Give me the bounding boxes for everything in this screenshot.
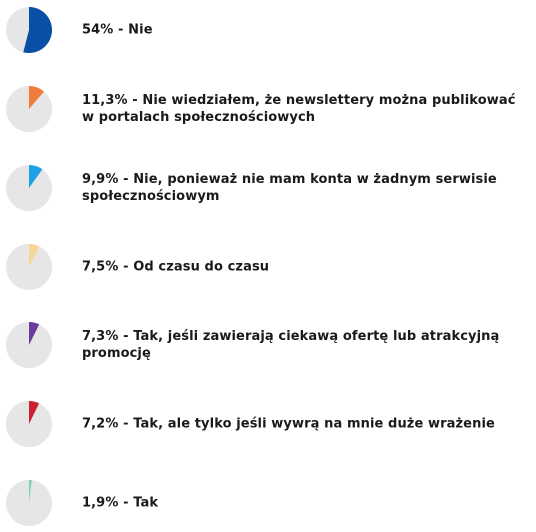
pie-label: 54% - Nie xyxy=(82,22,153,38)
pie-label: 7,3% - Tak, jeśli zawierają ciekawą ofer… xyxy=(82,329,500,361)
pie-label: 1,9% - Tak xyxy=(82,495,159,511)
pie-slice xyxy=(29,480,32,503)
pie-label: 7,2% - Tak, ale tylko jeśli wywrą na mni… xyxy=(82,416,495,432)
pie-chart xyxy=(6,480,52,526)
pie-slice xyxy=(23,7,52,53)
pie-slice xyxy=(29,86,44,109)
pie-chart xyxy=(6,244,52,290)
pie-row: 54% - Nie xyxy=(0,5,536,55)
pie-label: 7,5% - Od czasu do czasu xyxy=(82,259,270,275)
pie-slice xyxy=(29,165,43,188)
pie-row: 1,9% - Tak xyxy=(0,478,536,528)
pie-row: 7,3% - Tak, jeśli zawierają ciekawą ofer… xyxy=(0,320,536,370)
pie-chart xyxy=(6,7,52,53)
pie-label: 11,3% - Nie wiedziałem, że newslettery m… xyxy=(82,93,516,125)
pie-chart xyxy=(6,165,52,211)
pie-slice xyxy=(29,322,40,345)
pie-row: 9,9% - Nie, ponieważ nie mam konta w żad… xyxy=(0,163,536,213)
pie-chart xyxy=(6,322,52,368)
pie-chart xyxy=(6,401,52,447)
pie-row: 7,5% - Od czasu do czasu xyxy=(0,242,536,292)
pie-row: 11,3% - Nie wiedziałem, że newslettery m… xyxy=(0,84,536,134)
pie-chart xyxy=(6,86,52,132)
pie-slice xyxy=(29,401,40,424)
pie-row: 7,2% - Tak, ale tylko jeśli wywrą na mni… xyxy=(0,399,536,449)
pie-slice xyxy=(29,244,40,267)
pie-label: 9,9% - Nie, ponieważ nie mam konta w żad… xyxy=(82,172,497,204)
